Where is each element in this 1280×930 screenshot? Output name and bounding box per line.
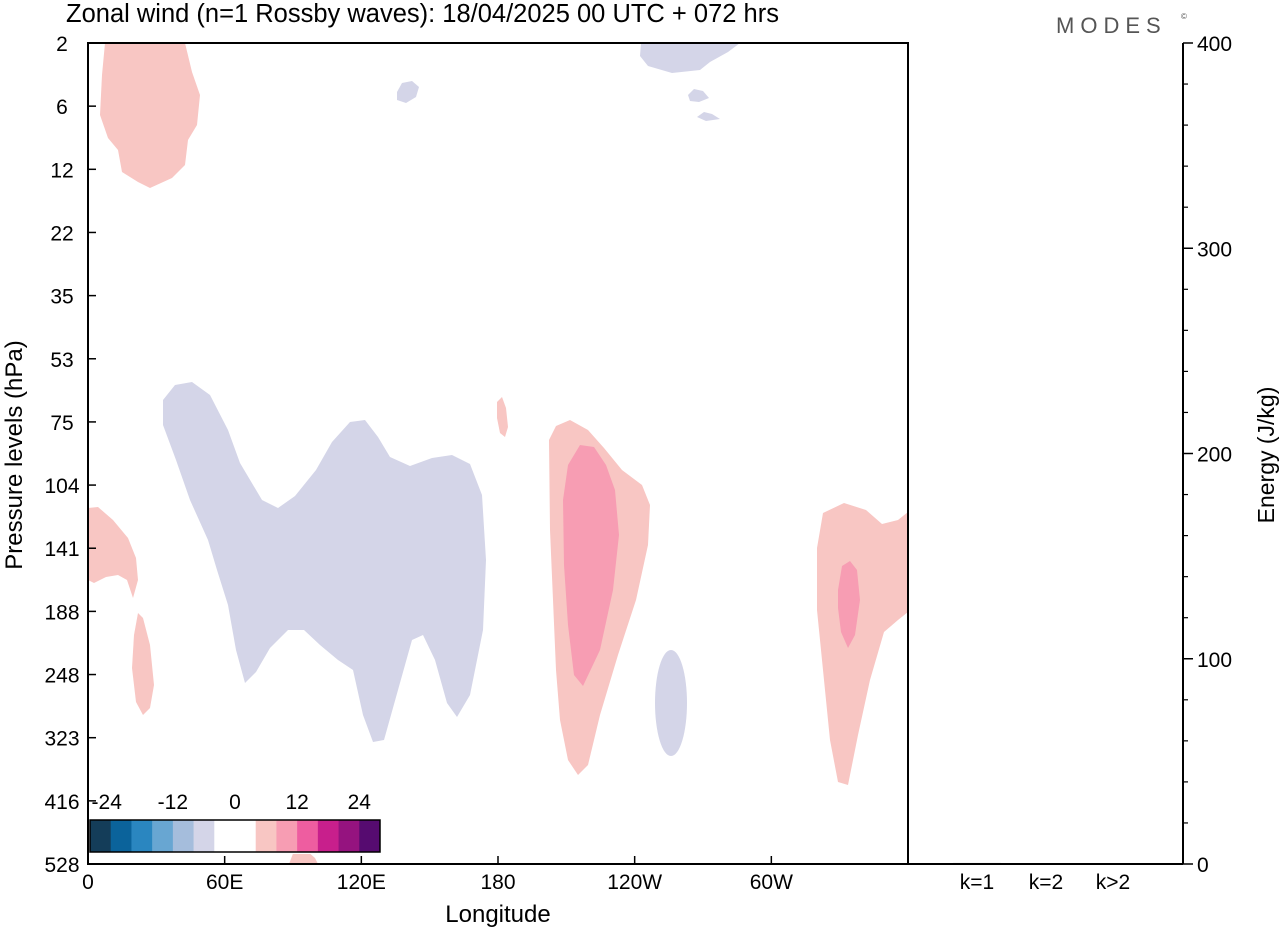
energy-category-label: k=1 (960, 871, 994, 894)
x-axis-ticks: 0 60E 120E 180 120W 60W (82, 856, 793, 894)
contour-region (497, 397, 508, 437)
x-tick-label: 60W (750, 871, 793, 894)
colorbar-swatch (90, 820, 112, 852)
colorbar-label: 24 (348, 791, 372, 814)
y-tick-label: 75 (50, 412, 73, 435)
contour-region (640, 43, 740, 73)
y-tick-label: 6 (56, 96, 68, 119)
colorbar-swatch (172, 820, 195, 852)
x-tick-label: 120W (607, 871, 662, 894)
colorbar-swatches (90, 820, 381, 852)
y-tick-label: 35 (50, 286, 73, 309)
energy-tick-label: 200 (1197, 444, 1232, 467)
energy-tick-label: 400 (1197, 33, 1232, 56)
colorbar-swatch (214, 820, 257, 852)
energy-panel: 0 100 200 300 400 k=1 k=2 k>2 Energy (J/kg) (908, 33, 1279, 894)
contour-region (838, 561, 860, 648)
energy-axis-label: Energy (J/kg) (1253, 387, 1279, 524)
colorbar-frame (89, 819, 381, 853)
energy-tick-label: 300 (1197, 238, 1232, 261)
y-tick-label: 528 (44, 854, 79, 877)
colorbar-swatch (359, 820, 381, 852)
energy-bar (1022, 863, 1070, 865)
contour-region (397, 81, 419, 103)
y-tick-label: 323 (44, 728, 79, 751)
modes-logo-text: MODES (1056, 13, 1167, 38)
colorbar-swatch (193, 820, 215, 852)
y-tick-label: 141 (44, 538, 79, 561)
contour-region (688, 89, 709, 102)
colorbar-label: 0 (229, 791, 241, 814)
colorbar-swatch (152, 820, 174, 852)
contour-fill-layer (88, 43, 908, 864)
colorbar-swatch (131, 820, 153, 852)
y-tick-label: 416 (44, 791, 79, 814)
y-axis-label: Pressure levels (hPa) (1, 340, 28, 569)
modes-logo-mark: © (1181, 12, 1187, 21)
energy-category-label: k=2 (1029, 871, 1063, 894)
colorbar-swatch (338, 820, 360, 852)
contour-region (655, 650, 687, 756)
y-tick-label: 53 (50, 349, 73, 372)
contour-region (697, 112, 720, 121)
colorbar-swatch (276, 820, 298, 852)
colorbar-swatch (317, 820, 340, 852)
contour-region (563, 445, 619, 686)
contour-region (100, 43, 200, 188)
y-tick-label: 104 (44, 475, 79, 498)
contour-region (289, 851, 318, 864)
y-tick-label: 2 (56, 33, 68, 56)
colorbar-label: -24 (92, 791, 123, 814)
y-tick-label: 188 (44, 601, 79, 624)
colorbar-label: -12 (158, 791, 188, 814)
y-tick-label: 22 (50, 222, 73, 245)
energy-category-label: k>2 (1096, 871, 1130, 894)
colorbar-swatch (110, 820, 132, 852)
y-axis-ticks: 2 6 12 22 35 53 75 104 141 188 248 323 416 528 (44, 33, 96, 877)
heatmap-panel: -24 -12 0 12 24 2 6 12 22 35 53 75 104 141 188 248 323 4… (1, 33, 909, 928)
contour-region (88, 507, 138, 598)
energy-tick-label: 100 (1197, 649, 1232, 672)
chart-title: Zonal wind (n=1 Rossby waves): 18/04/202… (66, 0, 779, 28)
y-tick-label: 12 (50, 159, 73, 182)
colorbar-swatch (297, 820, 319, 852)
contour-region (163, 382, 486, 742)
x-axis-label: Longitude (445, 901, 550, 928)
x-tick-label: 180 (480, 871, 515, 894)
colorbar-labels: -24 -12 0 12 24 (92, 791, 372, 814)
colorbar-swatch (255, 820, 277, 852)
contour-region (132, 613, 154, 715)
contour-region (817, 503, 908, 785)
energy-tick-label: 0 (1197, 854, 1209, 877)
x-tick-label: 60E (206, 871, 243, 894)
colorbar: -24 -12 0 12 24 (87, 787, 383, 854)
energy-bars (953, 862, 1137, 865)
modes-logo: MODES © (1056, 12, 1187, 38)
x-tick-label: 120E (337, 871, 386, 894)
energy-bar (1089, 863, 1137, 865)
energy-category-labels: k=1 k=2 k>2 (960, 871, 1130, 894)
energy-axis-ticks: 0 100 200 300 400 (1183, 33, 1232, 877)
colorbar-label: 12 (285, 791, 308, 814)
y-tick-label: 248 (44, 665, 79, 688)
energy-bar (953, 862, 1001, 864)
x-tick-label: 0 (82, 871, 94, 894)
